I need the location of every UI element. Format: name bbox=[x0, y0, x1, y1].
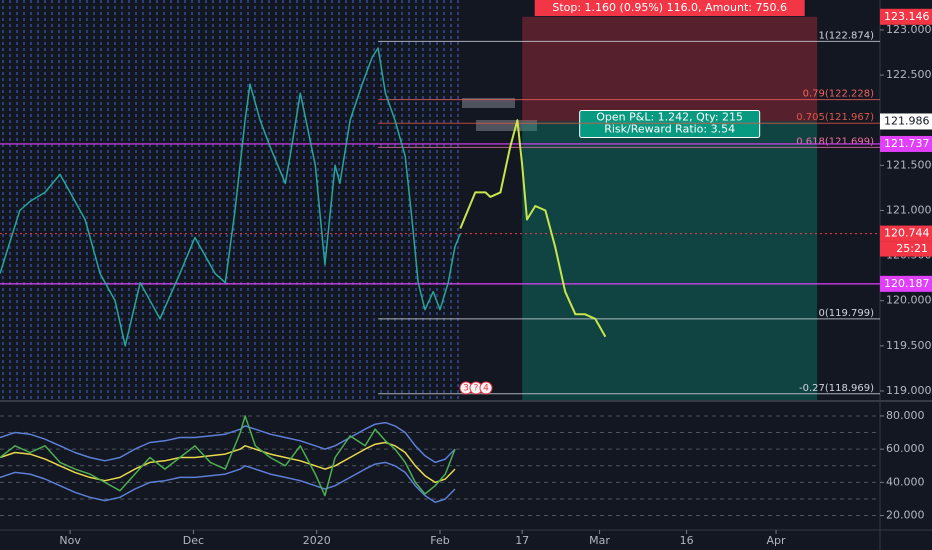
x-tick-label: 17 bbox=[515, 534, 529, 547]
price-badge-label: 121.986 bbox=[884, 114, 930, 127]
event-label: 4 bbox=[483, 384, 489, 394]
fib-label: -0.27(118.969) bbox=[799, 383, 874, 394]
x-tick-label: Feb bbox=[430, 534, 449, 547]
countdown-label: 25:21 bbox=[896, 242, 928, 255]
indicator-line bbox=[0, 421, 456, 464]
price-badge bbox=[880, 113, 932, 130]
price-badge bbox=[880, 8, 932, 25]
y-tick-label: 122.500 bbox=[886, 68, 932, 81]
fib-label: 0.618(121.699) bbox=[796, 136, 874, 147]
rr-label: Risk/Reward Ratio: 3.54 bbox=[604, 122, 735, 135]
y-tick-label: 121.000 bbox=[886, 203, 932, 216]
y-tick-label: 120.000 bbox=[886, 294, 932, 307]
countdown-box bbox=[880, 241, 932, 257]
fib-label: 0(119.799) bbox=[818, 308, 874, 319]
y-tick-label: 40.000 bbox=[886, 475, 925, 488]
target-zone bbox=[522, 121, 818, 400]
y-tick-label: 119.500 bbox=[886, 339, 932, 352]
y-tick-label: 123.000 bbox=[886, 23, 932, 36]
price-badge-label: 120.744 bbox=[884, 227, 930, 240]
event-label: 3 bbox=[463, 384, 469, 394]
event-marker bbox=[479, 381, 493, 395]
x-tick-label: Mar bbox=[589, 534, 610, 547]
indicator-line bbox=[0, 441, 456, 484]
event-label: ? bbox=[474, 384, 479, 394]
x-tick-label: 2020 bbox=[303, 534, 331, 547]
stop-label-box bbox=[534, 0, 805, 16]
projection-line bbox=[459, 119, 607, 338]
price-badge-label: 123.146 bbox=[884, 10, 930, 23]
y-tick-label: 80.000 bbox=[886, 409, 925, 422]
stop-zone bbox=[522, 16, 818, 122]
x-tick-label: Nov bbox=[59, 534, 81, 547]
drawn-box bbox=[462, 98, 515, 108]
pnl-box bbox=[579, 109, 761, 138]
indicator-line bbox=[0, 415, 456, 497]
session-highlight bbox=[0, 0, 462, 400]
y-tick-label: 60.000 bbox=[886, 442, 925, 455]
pnl-label: Open P&L: 1.242, Qty: 215 bbox=[596, 110, 743, 123]
fib-label: 0.705(121.967) bbox=[796, 112, 874, 123]
fib-label: 0.79(122.228) bbox=[803, 89, 875, 100]
x-tick-label: Apr bbox=[767, 534, 787, 547]
y-tick-label: 121.500 bbox=[886, 158, 932, 171]
drawn-box bbox=[476, 120, 537, 131]
fib-label: 1(122.874) bbox=[818, 30, 874, 41]
indicator-line bbox=[0, 461, 456, 504]
price-badge-label: 120.187 bbox=[884, 277, 930, 290]
price-line bbox=[0, 47, 461, 347]
y-tick-label: 20.000 bbox=[886, 509, 925, 522]
price-badge bbox=[880, 225, 932, 242]
price-badge-label: 121.737 bbox=[884, 137, 930, 150]
y-tick-label: 119.000 bbox=[886, 384, 932, 397]
stop-label: Stop: 1.160 (0.95%) 116.0, Amount: 750.6 bbox=[552, 1, 787, 14]
x-tick-label: Dec bbox=[183, 534, 204, 547]
x-tick-label: 16 bbox=[680, 534, 694, 547]
price-badge bbox=[880, 275, 932, 292]
price-badge bbox=[880, 135, 932, 152]
